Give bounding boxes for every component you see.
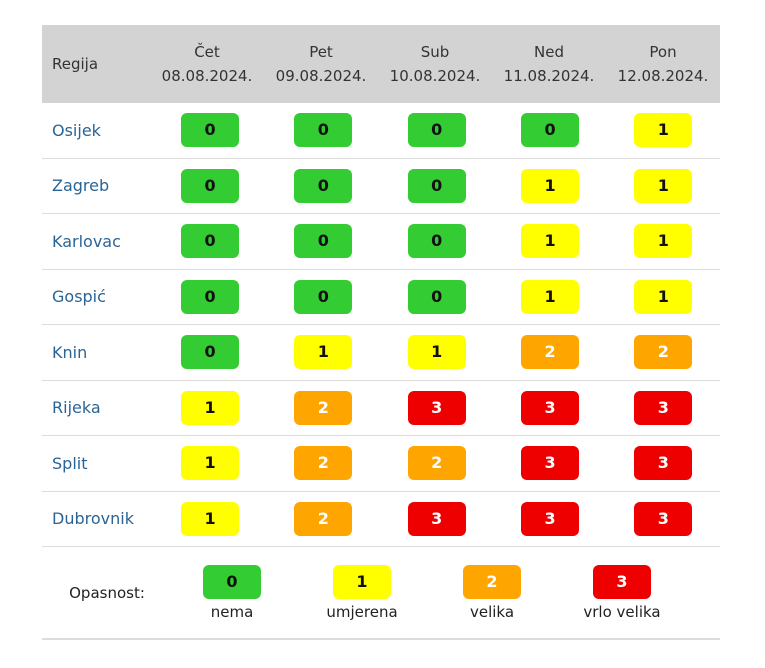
region-link[interactable]: Karlovac: [52, 231, 121, 251]
danger-badge: 1: [294, 335, 353, 370]
fire-danger-table: Regija Čet 08.08.2024. Pet 09.08.2024. Sub 10…: [42, 25, 720, 640]
table-row: Dubrovnik 1 2 3 3 3: [42, 492, 720, 547]
legend-item: 2 velika: [427, 564, 557, 621]
danger-badge: 3: [634, 446, 693, 481]
region-link[interactable]: Gospić: [52, 287, 106, 307]
danger-badge: 1: [521, 279, 580, 314]
danger-badge: 1: [521, 168, 580, 203]
legend-item: 0 nema: [167, 564, 297, 621]
danger-badge: 0: [181, 335, 240, 370]
table-header: Regija Čet 08.08.2024. Pet 09.08.2024. Sub 10…: [42, 25, 720, 103]
day-date: 12.08.2024.: [617, 67, 709, 85]
table-row: Gospić 0 0 0 1 1: [42, 270, 720, 325]
table-row: Osijek 0 0 0 0 1: [42, 103, 720, 159]
header-day: Sub 10.08.2024.: [378, 40, 492, 88]
header-day: Pon 12.08.2024.: [606, 40, 720, 88]
danger-badge: 1: [521, 224, 580, 259]
legend-badge: 1: [333, 564, 391, 599]
legend-item: 1 umjerena: [297, 564, 427, 621]
table-row: Rijeka 1 2 3 3 3: [42, 381, 720, 436]
danger-badge: 3: [521, 501, 580, 536]
legend-text: velika: [469, 602, 515, 621]
region-link[interactable]: Rijeka: [52, 398, 101, 418]
danger-badge: 3: [407, 501, 466, 536]
danger-badge: 3: [634, 501, 693, 536]
legend-item: 3 vrlo velika: [557, 564, 687, 621]
table-row: Knin 0 1 1 2 2: [42, 325, 720, 381]
danger-badge: 1: [407, 335, 466, 370]
danger-badge: 1: [181, 501, 240, 536]
danger-badge: 1: [181, 446, 240, 481]
region-link[interactable]: Osijek: [52, 120, 101, 140]
danger-badge: 0: [521, 113, 580, 148]
day-date: 10.08.2024.: [389, 67, 481, 85]
day-name: Pet: [309, 43, 333, 61]
danger-badge: 2: [294, 390, 353, 425]
danger-badge: 0: [181, 168, 240, 203]
table-row: Karlovac 0 0 0 1 1: [42, 214, 720, 270]
table-row: Split 1 2 2 3 3: [42, 436, 720, 492]
header-day: Ned 11.08.2024.: [492, 40, 606, 88]
header-region: Regija: [52, 55, 99, 73]
danger-badge: 3: [521, 446, 580, 481]
danger-badge: 0: [181, 113, 240, 148]
day-name: Ned: [534, 43, 564, 61]
danger-badge: 0: [407, 168, 466, 203]
day-date: 08.08.2024.: [161, 67, 253, 85]
danger-badge: 1: [634, 168, 693, 203]
legend-badge: 0: [203, 564, 261, 599]
danger-badge: 1: [634, 224, 693, 259]
danger-badge: 0: [181, 224, 240, 259]
danger-badge: 3: [634, 390, 693, 425]
danger-badge: 2: [634, 335, 693, 370]
danger-badge: 0: [181, 279, 240, 314]
region-link[interactable]: Knin: [52, 342, 88, 362]
danger-badge: 2: [521, 335, 580, 370]
legend-badge: 3: [593, 564, 651, 599]
day-date: 09.08.2024.: [275, 67, 367, 85]
region-link[interactable]: Split: [52, 453, 88, 473]
danger-badge: 1: [634, 113, 693, 148]
day-name: Pon: [649, 43, 677, 61]
danger-badge: 0: [294, 113, 353, 148]
danger-badge: 0: [407, 224, 466, 259]
danger-badge: 0: [294, 168, 353, 203]
legend-label: Opasnost:: [69, 583, 145, 602]
day-date: 11.08.2024.: [503, 67, 595, 85]
header-day: Čet 08.08.2024.: [150, 40, 264, 88]
day-name: Sub: [420, 43, 450, 61]
danger-badge: 2: [294, 501, 353, 536]
danger-badge: 3: [521, 390, 580, 425]
legend-text: nema: [210, 602, 254, 621]
danger-badge: 3: [407, 390, 466, 425]
table-row: Zagreb 0 0 0 1 1: [42, 159, 720, 214]
day-name: Čet: [194, 43, 220, 61]
legend: Opasnost: 0 nema 1 umjerena 2 velika 3 vrlo vel…: [42, 547, 720, 640]
danger-badge: 0: [294, 279, 353, 314]
danger-badge: 1: [634, 279, 693, 314]
legend-text: umjerena: [326, 602, 398, 621]
region-link[interactable]: Dubrovnik: [52, 509, 134, 529]
danger-badge: 0: [407, 279, 466, 314]
danger-badge: 0: [407, 113, 466, 148]
danger-badge: 2: [294, 446, 353, 481]
header-day: Pet 09.08.2024.: [264, 40, 378, 88]
danger-badge: 0: [294, 224, 353, 259]
legend-badge: 2: [463, 564, 521, 599]
danger-badge: 2: [407, 446, 466, 481]
legend-text: vrlo velika: [583, 602, 661, 621]
region-link[interactable]: Zagreb: [52, 176, 110, 196]
danger-badge: 1: [181, 390, 240, 425]
